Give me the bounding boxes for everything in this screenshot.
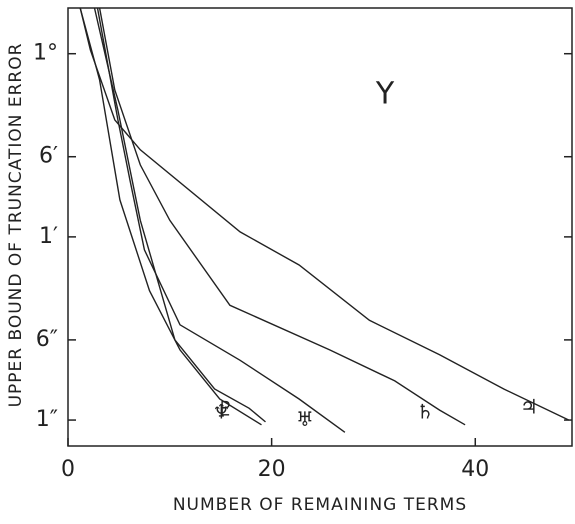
x-tick-label: 20 (258, 457, 286, 482)
x-tick-label: 0 (61, 457, 75, 482)
annotation: Y (375, 77, 395, 112)
series-line (79, 7, 262, 426)
y-tick-label: 6′ (39, 144, 58, 169)
series-label: ♅ (296, 407, 314, 431)
y-axis-title: UPPER BOUND OF TRUNCATION ERROR (6, 43, 26, 408)
y-tick-label: 1″ (36, 407, 58, 432)
series-label: ♇ (217, 396, 235, 420)
y-tick-label: 6″ (36, 327, 58, 352)
plot-frame (67, 7, 573, 447)
series-line (98, 7, 466, 426)
x-axis-title: NUMBER OF REMAINING TERMS (173, 495, 467, 515)
series-label: ♆ (212, 399, 230, 423)
series-line (79, 7, 570, 421)
y-tick-label: 1′ (39, 224, 58, 249)
y-tick-label: 1° (33, 41, 58, 66)
series-line (93, 7, 266, 423)
series-line (96, 7, 346, 433)
x-tick-label: 40 (461, 457, 489, 482)
series-label: ♃ (520, 395, 538, 419)
series-label: ♄ (416, 399, 434, 423)
